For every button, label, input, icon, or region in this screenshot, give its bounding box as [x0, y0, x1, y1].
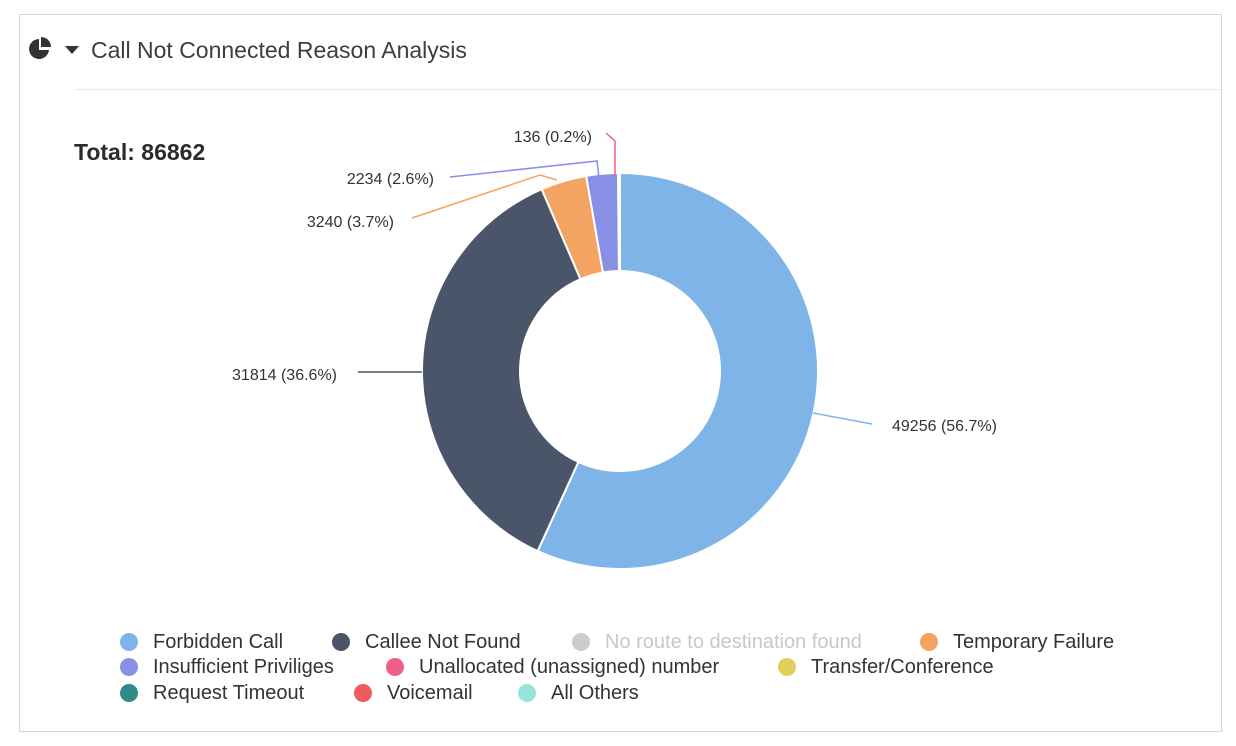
- data-label: 49256 (56.7%): [892, 418, 997, 435]
- slice-connector-line: [812, 412, 873, 425]
- slice-connector-line: [449, 160, 600, 179]
- legend-color-dot: [332, 633, 350, 651]
- slice-connector-line: [411, 174, 558, 219]
- legend-color-dot: [120, 633, 138, 651]
- pie-chart-icon[interactable]: [28, 37, 52, 61]
- donut-chart: 49256 (56.7%) 31814 (36.6%) 3240 (3.7%) 223…: [232, 129, 997, 570]
- legend-color-dot: [120, 684, 138, 702]
- data-label: 3240 (3.7%): [307, 214, 394, 231]
- legend-label: Temporary Failure: [953, 631, 1115, 653]
- legend-label: Forbidden Call: [153, 631, 284, 653]
- card-header: Call Not Connected Reason Analysis: [20, 15, 1221, 89]
- legend-label: Request Timeout: [153, 682, 305, 704]
- legend-label: Unallocated (unassigned) number: [419, 656, 720, 678]
- pie-slice-forbidden-call[interactable]: [536, 171, 819, 570]
- header-divider: [74, 89, 1221, 90]
- legend-label: No route to destination found: [605, 631, 862, 653]
- data-label: 31814 (36.6%): [232, 367, 337, 384]
- legend-color-dot: [778, 658, 796, 676]
- legend-label: Transfer/Conference: [811, 656, 994, 678]
- chart-card: Call Not Connected Reason Analysis Total…: [19, 14, 1222, 732]
- pie-slice-unallocated-unassigned-number[interactable]: [617, 171, 621, 273]
- legend-label: Callee Not Found: [365, 631, 521, 653]
- pie-slice-callee-not-found[interactable]: [421, 187, 582, 553]
- legend-color-dot: [572, 633, 590, 651]
- legend-color-dot: [518, 684, 536, 702]
- legend-color-dot: [120, 658, 138, 676]
- legend-label: All Others: [551, 682, 639, 704]
- chart-title: Call Not Connected Reason Analysis: [91, 37, 467, 63]
- legend-label: Voicemail: [387, 682, 473, 704]
- total-count: Total: 86862: [74, 139, 206, 165]
- caret-down-icon[interactable]: [65, 45, 79, 55]
- slice-connector-line: [605, 132, 616, 176]
- legend-color-dot: [920, 633, 938, 651]
- data-label: 2234 (2.6%): [347, 171, 434, 188]
- legend-color-dot: [354, 684, 372, 702]
- legend-label: Insufficient Priviliges: [153, 656, 334, 678]
- data-label: 136 (0.2%): [514, 129, 592, 146]
- legend-color-dot: [386, 658, 404, 676]
